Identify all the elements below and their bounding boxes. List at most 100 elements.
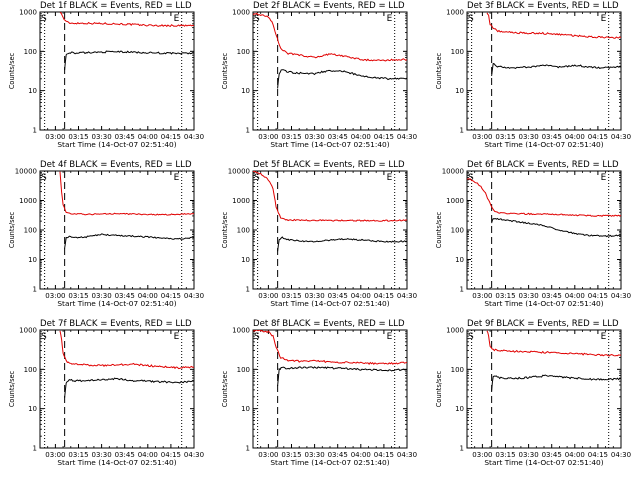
y-tick-label: 1000	[19, 197, 37, 205]
x-axis-label: Start Time (14-Oct-07 02:51:40)	[57, 140, 176, 149]
x-tick-label: 03:45	[115, 133, 135, 141]
events-series-line	[64, 233, 194, 249]
detector-panel-4: Det 4f BLACK = Events, RED = LLD 1 10 100 10…	[8, 160, 204, 308]
x-tick-label: 04:30	[184, 292, 204, 300]
y-axis-label: Counts/sec	[221, 52, 229, 89]
end-marker: E	[174, 14, 180, 24]
plot-frame	[39, 329, 195, 449]
y-tick-label: 1000	[446, 327, 464, 335]
lld-series-line	[253, 171, 407, 222]
x-tick-label: 04:00	[138, 451, 158, 459]
panel-title: Det 3f BLACK = Events, RED = LLD	[467, 1, 619, 11]
y-axis-label: Counts/sec	[221, 370, 229, 407]
plot-frame	[466, 170, 622, 290]
y-tick-label: 1	[460, 286, 464, 294]
y-tick-label: 1000	[232, 327, 250, 335]
start-marker: S	[254, 332, 260, 342]
y-tick-label: 100	[237, 48, 250, 56]
start-marker: S	[41, 332, 47, 342]
panel-title: Det 6f BLACK = Events, RED = LLD	[467, 160, 619, 170]
x-tick-label: 03:30	[92, 292, 112, 300]
detector-panel-9: Det 9f BLACK = Events, RED = LLD 1 10 100 10…	[435, 319, 631, 467]
events-series-line	[64, 50, 194, 71]
x-tick-label: 03:15	[495, 133, 515, 141]
lld-series-line	[253, 12, 407, 62]
x-axis-label: Start Time (14-Oct-07 02:51:40)	[270, 140, 389, 149]
y-tick-label: 100	[24, 366, 37, 374]
x-tick-label: 03:15	[68, 292, 88, 300]
lld-series-line	[59, 171, 194, 216]
y-axis-label: Counts/sec	[8, 211, 16, 248]
y-axis-label: Counts/sec	[8, 370, 16, 407]
x-tick-label: 04:00	[351, 292, 371, 300]
x-tick-label: 03:30	[92, 133, 112, 141]
x-tick-label: 03:45	[328, 292, 348, 300]
x-tick-label: 04:00	[351, 133, 371, 141]
x-tick-label: 03:00	[258, 451, 278, 459]
y-tick-label: 10000	[15, 168, 37, 176]
x-tick-label: 03:30	[305, 133, 325, 141]
x-tick-label: 04:00	[565, 451, 585, 459]
end-marker: E	[387, 173, 393, 183]
y-tick-label: 100	[237, 227, 250, 235]
y-tick-label: 10	[241, 256, 250, 264]
events-series-line	[277, 366, 407, 386]
y-tick-label: 10	[28, 87, 37, 95]
y-tick-label: 100	[451, 48, 464, 56]
y-tick-label: 10	[455, 87, 464, 95]
plot-frame	[39, 11, 195, 131]
x-tick-label: 04:30	[184, 133, 204, 141]
x-axis-label: Start Time (14-Oct-07 02:51:40)	[57, 299, 176, 308]
x-tick-label: 03:15	[68, 451, 88, 459]
x-axis-label: Start Time (14-Oct-07 02:51:40)	[484, 140, 603, 149]
x-tick-label: 03:15	[281, 133, 301, 141]
lld-series-line	[486, 330, 621, 357]
x-tick-label: 03:00	[45, 133, 65, 141]
plot-frame	[252, 170, 408, 290]
x-tick-label: 04:00	[138, 133, 158, 141]
x-tick-label: 04:00	[565, 133, 585, 141]
y-tick-label: 1	[246, 127, 250, 135]
y-tick-label: 10	[455, 256, 464, 264]
y-tick-label: 1000	[19, 327, 37, 335]
x-tick-label: 03:00	[45, 451, 65, 459]
x-tick-label: 03:30	[305, 451, 325, 459]
y-tick-label: 10000	[228, 168, 250, 176]
start-marker: S	[468, 332, 474, 342]
y-tick-label: 1000	[446, 9, 464, 17]
start-marker: S	[254, 173, 260, 183]
x-tick-label: 04:15	[588, 292, 608, 300]
y-tick-label: 100	[237, 366, 250, 374]
lld-series-line	[467, 178, 621, 218]
detector-panel-8: Det 8f BLACK = Events, RED = LLD 1 10 100 10…	[221, 319, 417, 467]
detector-panel-6: Det 6f BLACK = Events, RED = LLD 1 10 100 10…	[435, 160, 631, 308]
y-axis-label: Counts/sec	[8, 52, 16, 89]
panel-title: Det 4f BLACK = Events, RED = LLD	[40, 160, 192, 170]
x-axis-label: Start Time (14-Oct-07 02:51:40)	[484, 299, 603, 308]
start-marker: S	[254, 14, 260, 24]
x-tick-label: 03:45	[542, 292, 562, 300]
x-tick-label: 04:30	[397, 292, 417, 300]
panel-title: Det 9f BLACK = Events, RED = LLD	[467, 319, 619, 329]
x-tick-label: 04:00	[138, 292, 158, 300]
lld-series-line	[253, 330, 407, 366]
x-tick-label: 04:15	[588, 133, 608, 141]
x-tick-label: 03:00	[472, 292, 492, 300]
detector-panel-1: Det 1f BLACK = Events, RED = LLD 1 10 100 10…	[8, 1, 204, 149]
x-axis-label: Start Time (14-Oct-07 02:51:40)	[270, 458, 389, 467]
y-tick-label: 10	[28, 256, 37, 264]
lld-series-line	[59, 330, 194, 370]
y-tick-label: 1	[246, 445, 250, 453]
x-tick-label: 04:30	[184, 451, 204, 459]
x-axis-label: Start Time (14-Oct-07 02:51:40)	[270, 299, 389, 308]
y-tick-label: 10	[241, 87, 250, 95]
end-marker: E	[174, 332, 180, 342]
panel-title: Det 5f BLACK = Events, RED = LLD	[253, 160, 405, 170]
x-tick-label: 03:45	[542, 451, 562, 459]
events-series-line	[277, 69, 407, 89]
x-axis-label: Start Time (14-Oct-07 02:51:40)	[57, 458, 176, 467]
y-tick-label: 10	[28, 405, 37, 413]
x-tick-label: 03:00	[472, 451, 492, 459]
plot-frame	[466, 329, 622, 449]
x-tick-label: 03:15	[495, 451, 515, 459]
